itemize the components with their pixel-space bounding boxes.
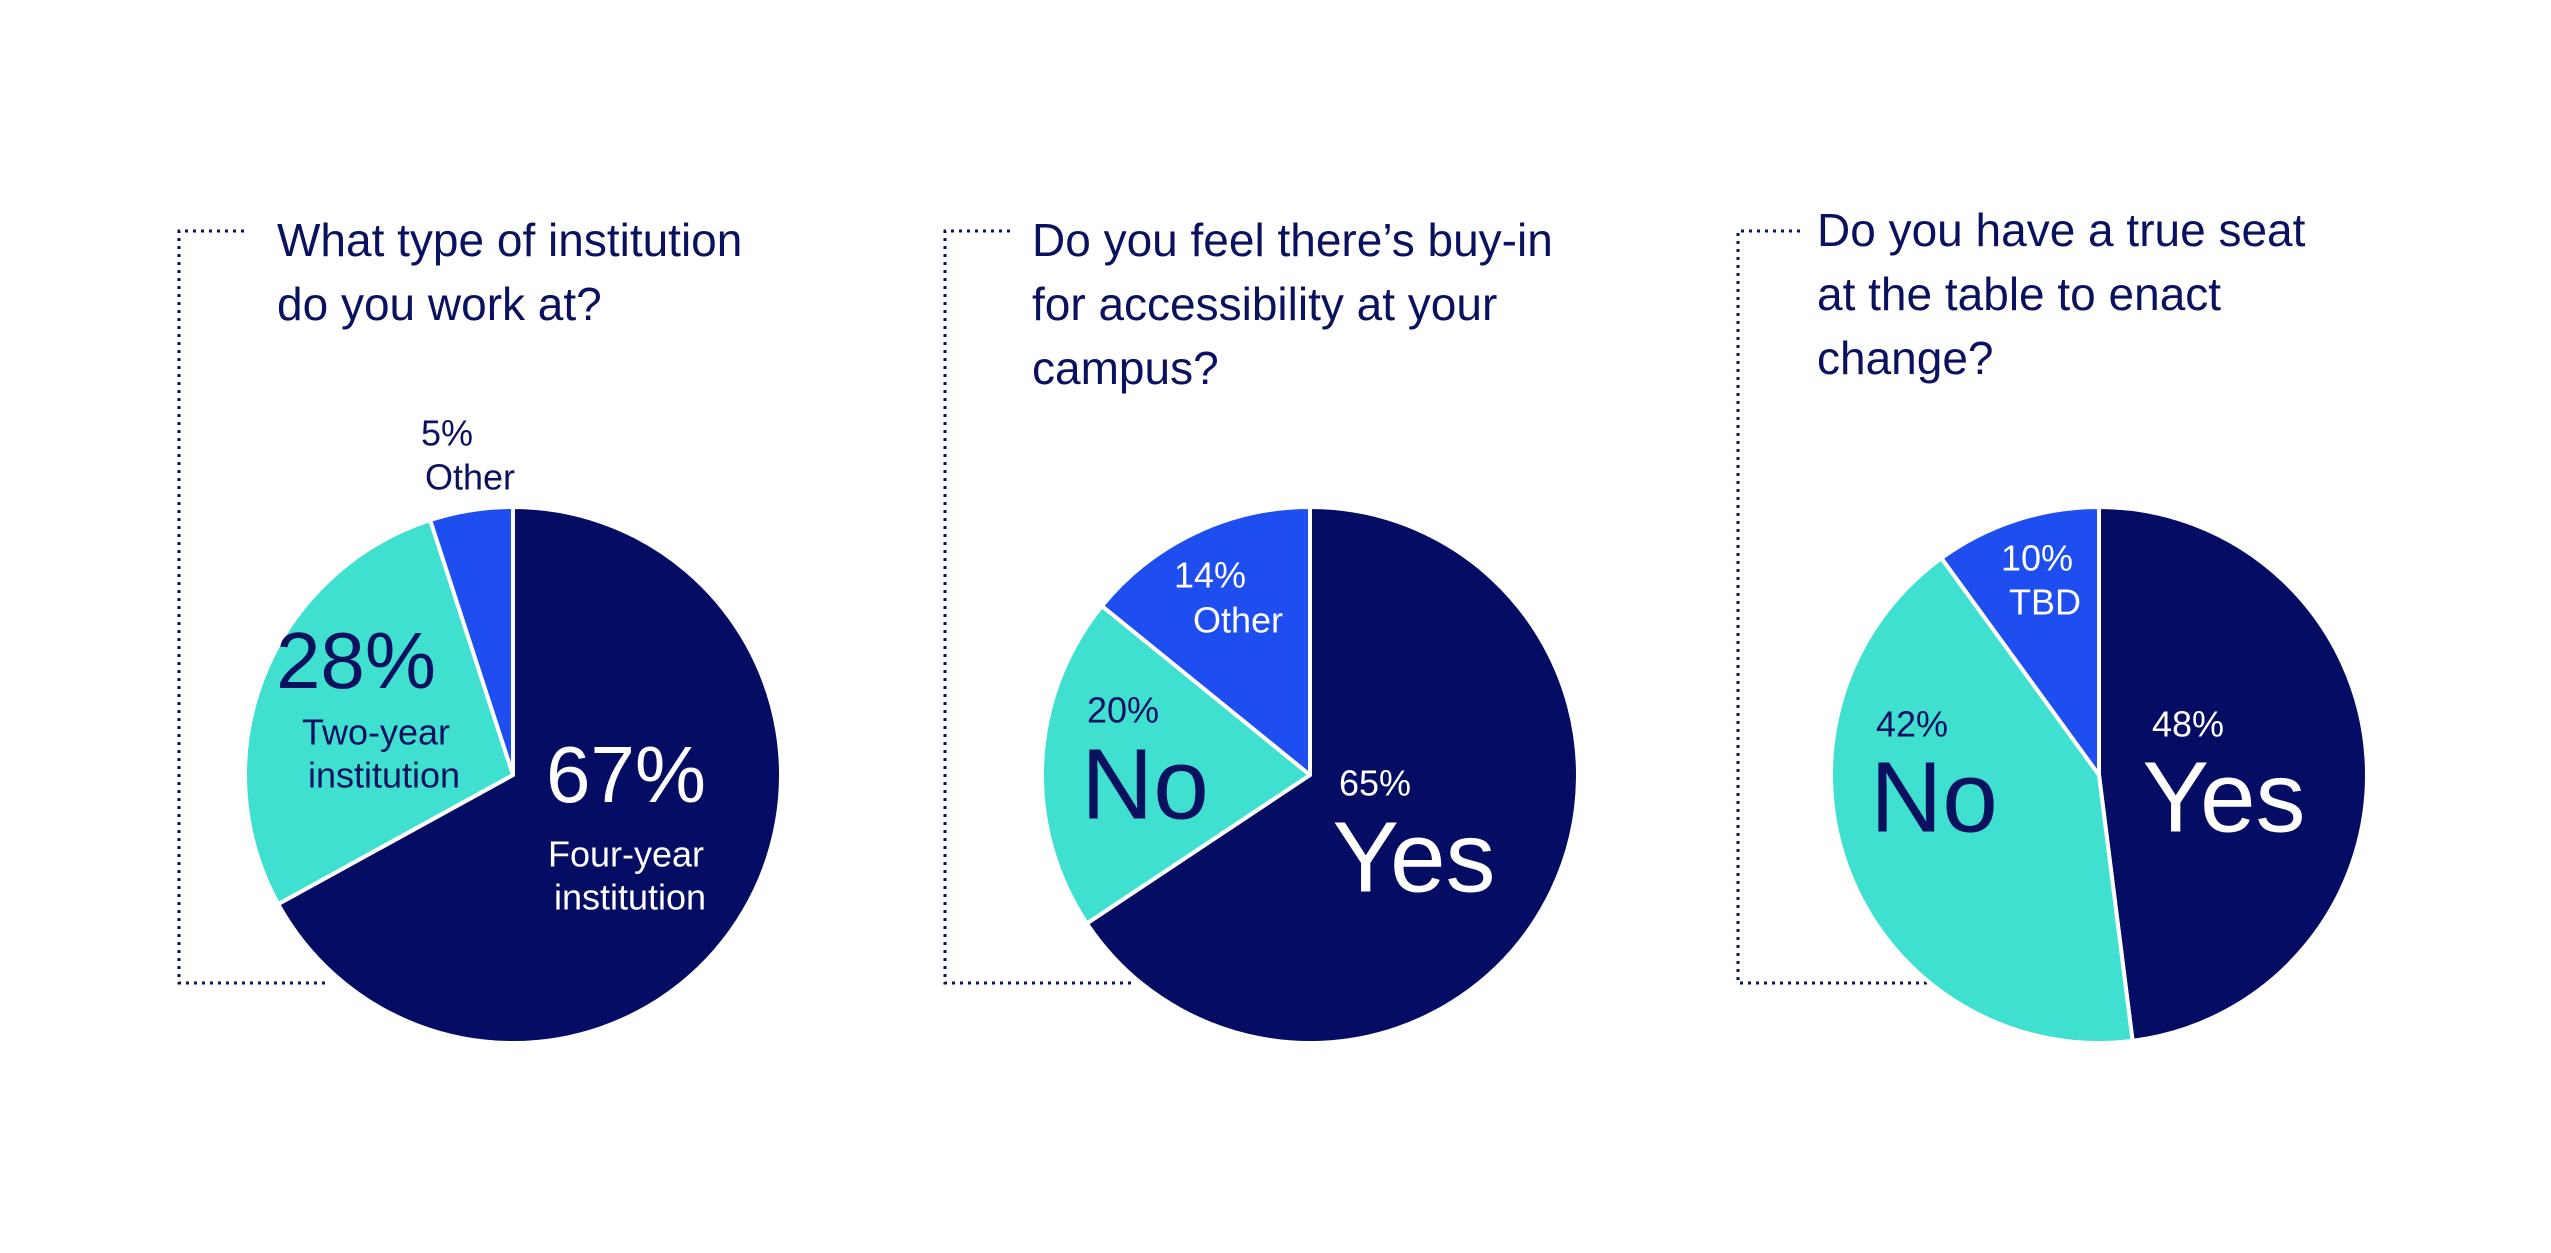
pie-slice-four-year-institution (276, 505, 783, 1045)
chart-title: Do you have a true seat at the table to … (1817, 204, 2318, 384)
slice-value-label: 42% (1876, 704, 1948, 745)
pie-chart-accessibility-buy-in: Do you feel there’s buy-in for accessibi… (943, 214, 1580, 1045)
bracket (943, 229, 1135, 985)
slice-label: TBD (2009, 582, 2081, 623)
pie-slice-no (1829, 556, 2135, 1045)
slice-value-label: 10% (2001, 538, 2073, 579)
slice-value-label: 48% (2152, 704, 2224, 745)
slice-label: No (1870, 741, 1998, 853)
slice-label: Yes (1332, 801, 1495, 913)
pie-slice-other (1099, 505, 1312, 777)
pie-slices (1829, 505, 2370, 1045)
slice-value-label: 5% (421, 413, 473, 454)
pie-slice-yes (1084, 505, 1580, 1045)
slice-label: institution (308, 755, 460, 796)
slice-value-label: 20% (1087, 690, 1159, 731)
pie-slice-yes (2097, 505, 2370, 1043)
pie-slices (243, 505, 783, 1045)
slice-value-label: 67% (546, 730, 706, 819)
slice-value-label: 28% (276, 616, 436, 705)
slice-label: Other (1193, 600, 1283, 641)
pie-chart-seat-at-table: Do you have a true seat at the table to … (1736, 204, 2370, 1045)
slice-value-label: 65% (1339, 763, 1411, 804)
slice-label: Yes (2142, 741, 2305, 853)
pie-slice-no (1040, 604, 1312, 926)
bracket (177, 229, 330, 985)
pie-slice-two-year-institution (243, 518, 515, 907)
pie-chart-institution-type: What type of institution do you work at?… (177, 214, 783, 1045)
pie-slice-tbd (1939, 505, 2101, 777)
chart-title: Do you feel there’s buy-in for accessibi… (1032, 214, 1566, 394)
slice-label: No (1081, 728, 1209, 840)
chart-title: What type of institution do you work at? (277, 214, 755, 330)
pie-slice-other (428, 505, 515, 777)
slice-label: Four-year (548, 834, 704, 875)
pie-slices (1040, 505, 1580, 1045)
slice-label: Two-year (302, 712, 450, 753)
slice-value-label: 14% (1174, 555, 1246, 596)
slice-label: Other (425, 457, 515, 498)
slice-label: institution (554, 877, 706, 918)
